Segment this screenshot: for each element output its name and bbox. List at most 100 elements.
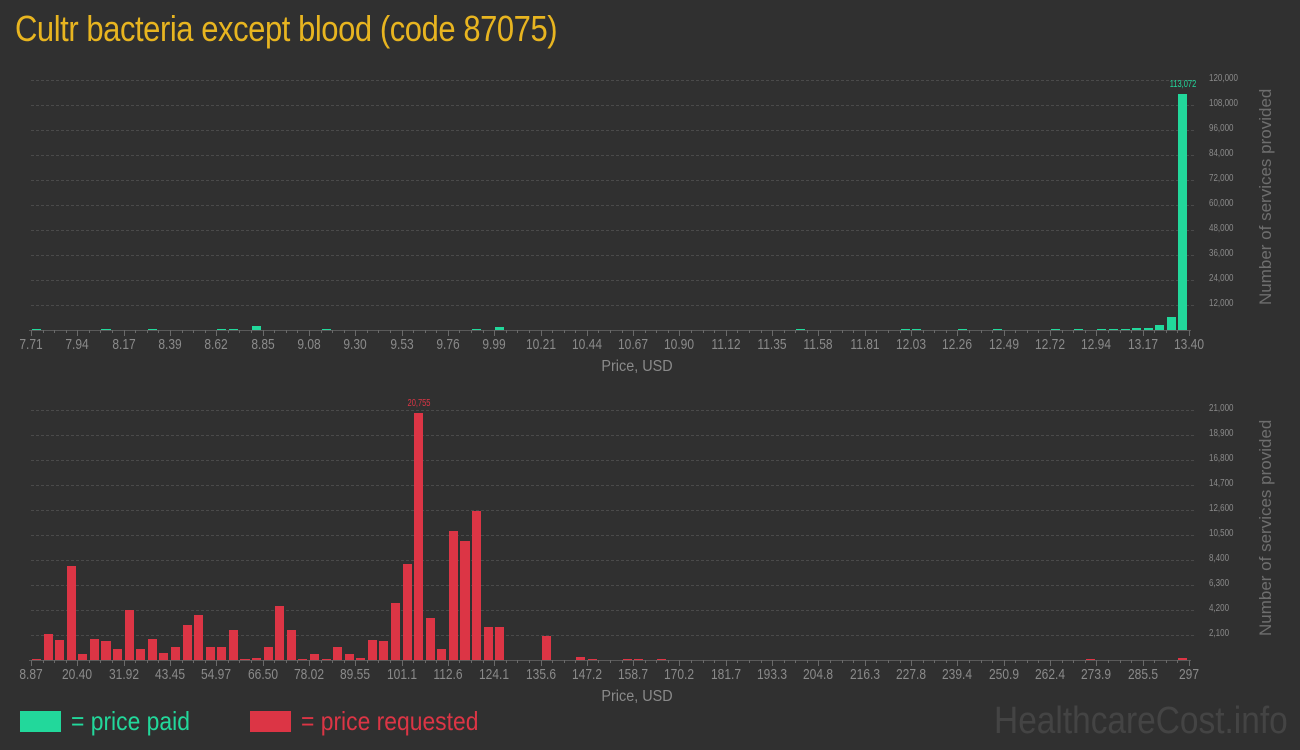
gridline: [31, 105, 1194, 106]
x-tick-mark: [505, 660, 507, 663]
x-tick-mark: [262, 330, 264, 336]
x-tick-mark: [1003, 330, 1005, 336]
x-tick-mark: [575, 660, 577, 663]
y-tick-label: 16,800: [1209, 453, 1234, 464]
x-tick-mark: [899, 660, 901, 663]
x-tick-label: 112.6: [433, 666, 463, 683]
x-tick-label: 12.03: [896, 336, 927, 353]
histogram-bar: [101, 640, 111, 660]
histogram-bar: [402, 563, 412, 660]
histogram-bar: [1132, 328, 1142, 330]
x-tick-mark: [795, 330, 797, 333]
x-tick-mark: [818, 330, 820, 336]
x-tick-mark: [714, 660, 716, 663]
legend-label-price-requested: = price requested: [301, 705, 479, 736]
x-tick-mark: [679, 660, 681, 666]
x-tick-label: 43.45: [154, 666, 185, 683]
x-tick-mark: [251, 330, 253, 333]
x-tick-mark: [621, 330, 623, 333]
x-tick-mark: [633, 660, 635, 666]
x-tick-mark: [65, 330, 67, 333]
x-tick-label: 11.12: [711, 336, 741, 353]
histogram-bar: [124, 610, 134, 660]
x-tick-mark: [204, 330, 206, 333]
x-tick-mark: [158, 660, 160, 663]
histogram-bar: [89, 638, 99, 660]
x-tick-mark: [146, 660, 148, 663]
histogram-bar: [1166, 317, 1176, 330]
x-tick-mark: [517, 330, 519, 333]
x-tick-mark: [1038, 660, 1040, 663]
x-tick-label: 273.9: [1081, 666, 1112, 683]
x-tick-mark: [320, 330, 322, 333]
x-tick-mark: [644, 330, 646, 333]
x-tick-mark: [112, 660, 114, 663]
x-tick-mark: [447, 660, 449, 666]
x-tick-mark: [343, 330, 345, 333]
x-tick-label: 9.30: [343, 336, 367, 353]
y-tick-label: 2,100: [1209, 628, 1230, 639]
x-tick-mark: [1073, 660, 1075, 663]
y-tick-label: 8,400: [1209, 553, 1230, 564]
histogram-bar: [309, 654, 319, 660]
histogram-bar: [228, 329, 238, 330]
x-tick-mark: [922, 660, 924, 663]
histogram-bar: [147, 328, 157, 330]
x-tick-mark: [158, 330, 160, 333]
x-tick-mark: [401, 660, 403, 666]
x-tick-mark: [42, 330, 44, 333]
gridline: [31, 410, 1194, 411]
x-tick-mark: [100, 660, 102, 663]
histogram-bar: [1143, 328, 1153, 330]
x-tick-mark: [1154, 330, 1156, 333]
x-tick-mark: [436, 660, 438, 663]
x-tick-mark: [528, 330, 530, 333]
histogram-bar: [796, 329, 806, 330]
histogram-bar: [78, 654, 88, 660]
x-tick-label: 8.87: [19, 666, 43, 683]
x-tick-mark: [65, 660, 67, 663]
histogram-bar: [263, 646, 273, 660]
x-tick-mark: [830, 330, 832, 333]
x-tick-mark: [355, 660, 357, 666]
x-tick-label: 10.67: [618, 336, 649, 353]
y-tick-label: 12,000: [1209, 298, 1234, 309]
x-tick-mark: [818, 660, 820, 666]
x-tick-mark: [760, 660, 762, 663]
x-tick-mark: [1142, 330, 1144, 336]
histogram-bar: [367, 639, 377, 660]
x-tick-label: 7.71: [19, 336, 43, 353]
x-tick-mark: [366, 660, 368, 663]
x-tick-mark: [216, 330, 218, 336]
x-tick-mark: [586, 660, 588, 666]
x-tick-mark: [1061, 330, 1063, 333]
x-tick-label: 13.17: [1127, 336, 1158, 353]
histogram-bar: [136, 649, 146, 660]
x-tick-mark: [308, 330, 310, 336]
x-tick-mark: [169, 330, 171, 336]
x-tick-mark: [100, 330, 102, 333]
x-tick-mark: [968, 660, 970, 663]
x-tick-mark: [1119, 660, 1121, 663]
x-tick-mark: [436, 330, 438, 333]
x-tick-mark: [1165, 330, 1167, 333]
histogram-bar: [1051, 329, 1061, 330]
histogram-bar: [1155, 325, 1165, 330]
x-tick-label: 11.35: [757, 336, 787, 353]
x-tick-mark: [1050, 660, 1052, 666]
x-tick-mark: [1026, 330, 1028, 333]
x-tick-mark: [378, 330, 380, 333]
x-tick-mark: [123, 660, 125, 666]
histogram-bar: [217, 329, 227, 330]
x-tick-mark: [563, 660, 565, 663]
x-tick-mark: [702, 660, 704, 663]
x-tick-mark: [853, 660, 855, 663]
x-tick-mark: [841, 330, 843, 333]
x-tick-mark: [876, 660, 878, 663]
gridline: [31, 80, 1194, 81]
x-tick-mark: [934, 330, 936, 333]
x-tick-mark: [274, 330, 276, 333]
x-tick-label: 7.94: [65, 336, 89, 353]
histogram-bar: [1085, 659, 1095, 660]
x-tick-mark: [193, 330, 195, 333]
